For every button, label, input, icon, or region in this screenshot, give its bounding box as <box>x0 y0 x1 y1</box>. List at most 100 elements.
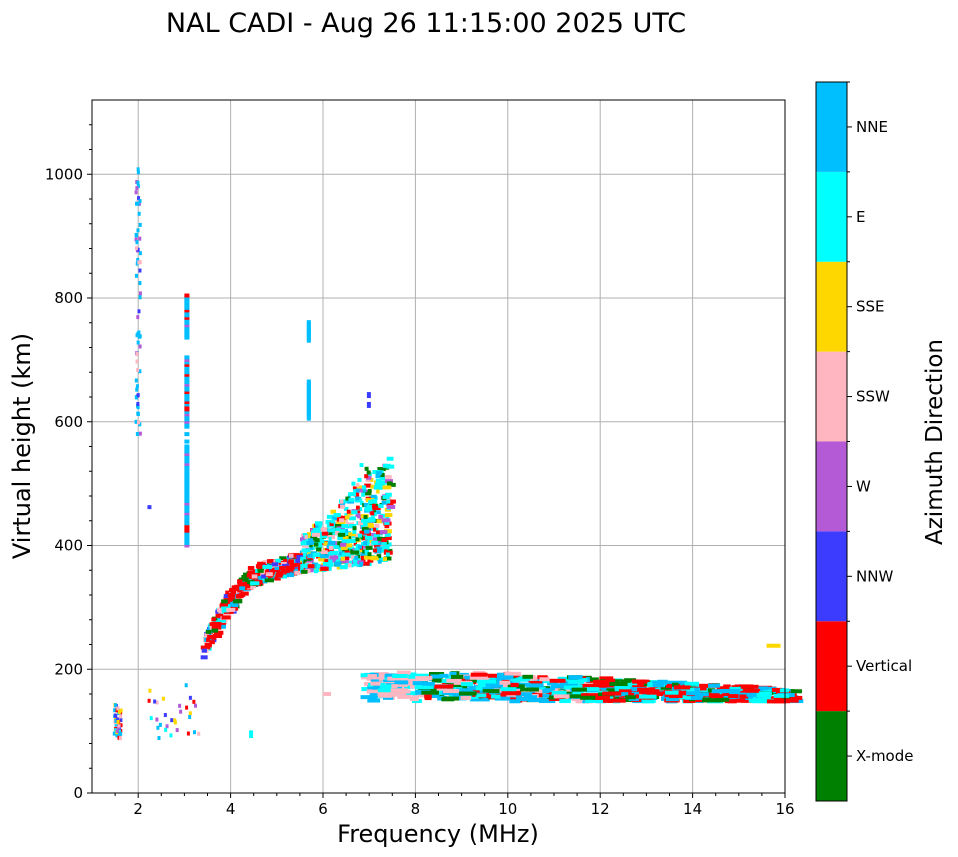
echo-point <box>247 565 255 570</box>
echo-point <box>614 686 631 691</box>
echo-point <box>355 496 360 501</box>
echo-point <box>135 240 139 245</box>
echo-point <box>302 552 307 557</box>
echo-point <box>230 590 239 595</box>
echo-point <box>119 718 123 723</box>
echo-point <box>414 673 429 678</box>
echo-point <box>353 492 359 497</box>
echo-point <box>200 645 211 650</box>
echo-point <box>452 691 464 696</box>
echo-point <box>161 696 165 701</box>
echo-point <box>138 251 142 256</box>
echo-point <box>739 694 749 699</box>
echo-point <box>184 449 190 454</box>
echo-point <box>327 528 336 533</box>
echo-point <box>377 485 383 490</box>
echo-point <box>325 548 334 553</box>
echo-point <box>664 690 679 695</box>
echo-point <box>308 538 314 543</box>
echo-point <box>221 599 228 604</box>
echo-point <box>294 562 300 567</box>
echo-point <box>363 502 369 507</box>
echo-point <box>341 523 349 528</box>
echo-point <box>184 360 190 365</box>
echo-point <box>342 536 349 541</box>
echo-point <box>362 488 367 493</box>
echo-point <box>225 590 230 595</box>
echo-point <box>390 688 409 693</box>
echo-point <box>253 572 261 577</box>
y-axis-label: Virtual height (km) <box>8 333 36 559</box>
echo-point <box>279 574 287 579</box>
echo-point <box>294 570 303 575</box>
echo-point <box>178 703 182 708</box>
echo-point <box>300 564 309 569</box>
colorbar-label-sse: SSE <box>856 298 885 316</box>
echo-point <box>358 520 364 525</box>
echo-point <box>482 689 500 694</box>
echo-point <box>184 355 190 360</box>
echo-point <box>184 417 190 422</box>
echo-point <box>572 691 584 696</box>
echo-point <box>376 470 382 475</box>
echo-point <box>512 678 521 683</box>
echo-point <box>365 477 371 482</box>
echo-point <box>192 730 196 735</box>
echo-point <box>377 467 386 472</box>
echo-point <box>302 539 309 544</box>
echo-point <box>660 685 672 690</box>
echo-point <box>618 689 632 694</box>
echo-point <box>702 698 722 703</box>
echo-point <box>384 542 392 547</box>
echo-point <box>741 698 754 703</box>
echo-point <box>136 368 140 373</box>
echo-point <box>346 543 353 548</box>
echo-point <box>184 484 190 489</box>
echo-point <box>361 521 365 526</box>
echo-point <box>301 548 311 553</box>
echo-point <box>363 518 373 523</box>
echo-point <box>274 576 281 581</box>
echo-point <box>117 709 121 714</box>
colorbar-label-x-mode: X-mode <box>856 747 913 765</box>
plot-area: 2 4 6 8 10 12 14 16 0 200 400 600 800 1000 <box>45 99 804 818</box>
echo-point <box>357 510 361 515</box>
echo-point <box>373 527 377 532</box>
echo-point <box>364 522 374 527</box>
echo-point <box>228 588 235 593</box>
echo-point <box>579 683 595 688</box>
echo-point <box>216 624 227 629</box>
echo-point <box>347 563 352 568</box>
echo-point <box>549 678 566 683</box>
echo-point <box>681 687 695 692</box>
y-tick-label: 400 <box>54 537 83 555</box>
echo-point <box>755 692 772 697</box>
echo-point <box>571 687 587 692</box>
echo-point <box>366 532 372 537</box>
echo-point <box>375 530 383 535</box>
echo-point <box>312 562 318 567</box>
echo-point <box>300 541 310 546</box>
echo-point <box>467 695 479 700</box>
echo-point <box>359 561 363 566</box>
echo-point <box>398 692 412 697</box>
echo-point <box>165 724 169 729</box>
echo-point <box>184 513 190 518</box>
echo-point <box>429 671 445 676</box>
x-axis-label: Frequency (MHz) <box>337 820 539 848</box>
echo-point <box>470 678 478 683</box>
echo-point <box>377 536 383 541</box>
echo-point <box>116 717 120 722</box>
echo-point <box>134 237 138 242</box>
echo-point <box>371 494 377 499</box>
echo-point <box>363 555 372 560</box>
echo-point <box>184 521 190 526</box>
echo-point <box>345 560 353 565</box>
echo-point <box>539 677 550 682</box>
echo-point <box>184 516 190 521</box>
echo-point <box>364 474 369 479</box>
echo-point <box>370 681 381 686</box>
echo-point <box>766 643 781 648</box>
x-tick-label: 2 <box>133 800 143 818</box>
echo-point <box>226 607 236 612</box>
